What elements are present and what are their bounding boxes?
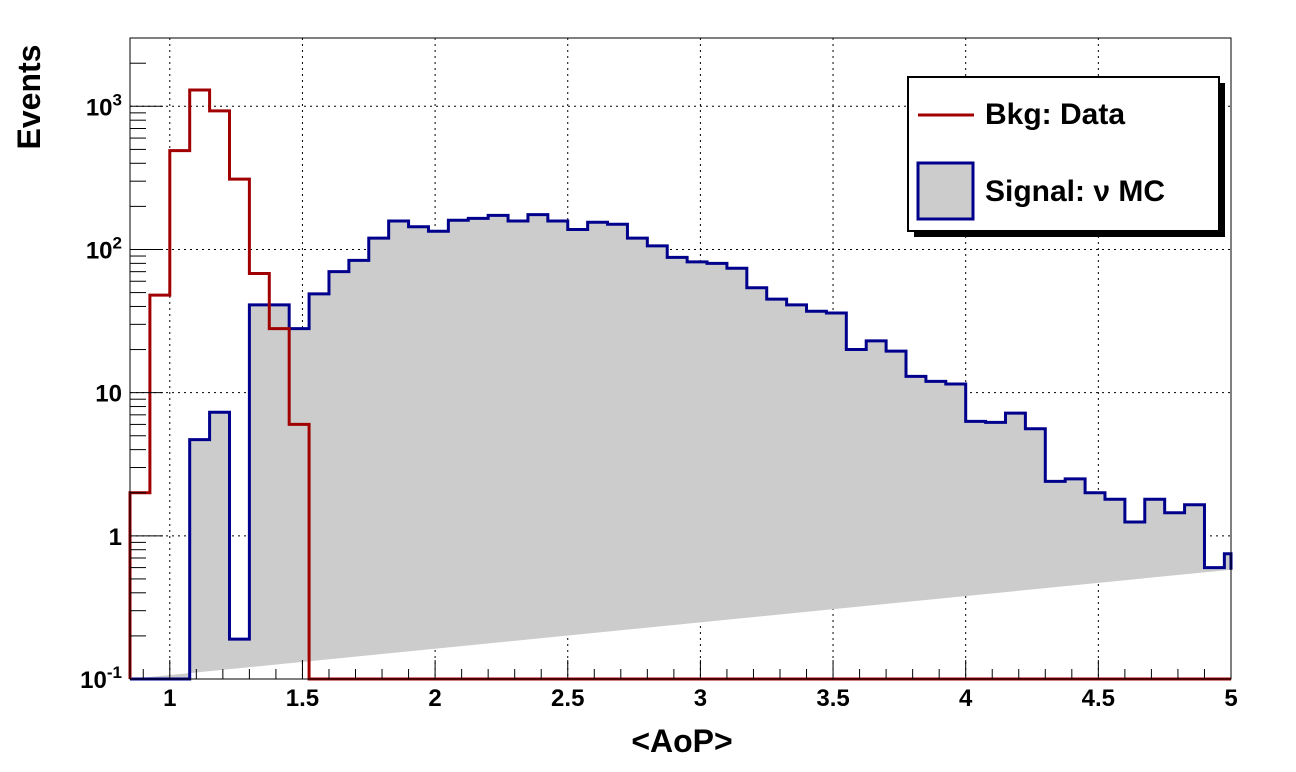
plot-frame — [129, 37, 1232, 680]
x-tick-label: 4 — [959, 685, 973, 712]
signal-series — [130, 213, 1233, 681]
x-tick-label: 3.5 — [816, 685, 849, 712]
x-axis-title: <AoP> — [631, 723, 732, 759]
y-tick-label: 103 — [86, 90, 122, 121]
bkg-series — [128, 88, 1231, 681]
x-tick-label: 4.5 — [1082, 685, 1115, 712]
x-tick-label: 1.5 — [286, 685, 319, 712]
y-tick-label: 1 — [109, 524, 122, 551]
y-tick-label: 10 — [95, 381, 122, 408]
y-tick-label: 102 — [86, 233, 122, 264]
bkg-outline — [128, 88, 1231, 681]
y-axis-title: Events — [11, 45, 47, 150]
legend: Bkg: Data Signal: ν MC — [907, 76, 1225, 237]
axes: 1 1.5 2 2.5 3 3.5 4 4.5 5 10-1 1 10 102 103 — [80, 37, 1238, 712]
x-tick-label: 2 — [428, 685, 441, 712]
y-tick-label: 10-1 — [80, 663, 122, 694]
x-tick-label: 2.5 — [551, 685, 584, 712]
legend-signal-label: Signal: ν MC — [985, 175, 1165, 208]
legend-signal-swatch — [916, 161, 975, 221]
x-tick-label: 3 — [694, 685, 707, 712]
legend-bkg-label: Bkg: Data — [985, 98, 1125, 131]
x-tick-label: 5 — [1224, 685, 1237, 712]
x-tick-label: 1 — [163, 685, 176, 712]
signal-outline — [130, 213, 1233, 681]
signal-fill — [130, 214, 1231, 680]
